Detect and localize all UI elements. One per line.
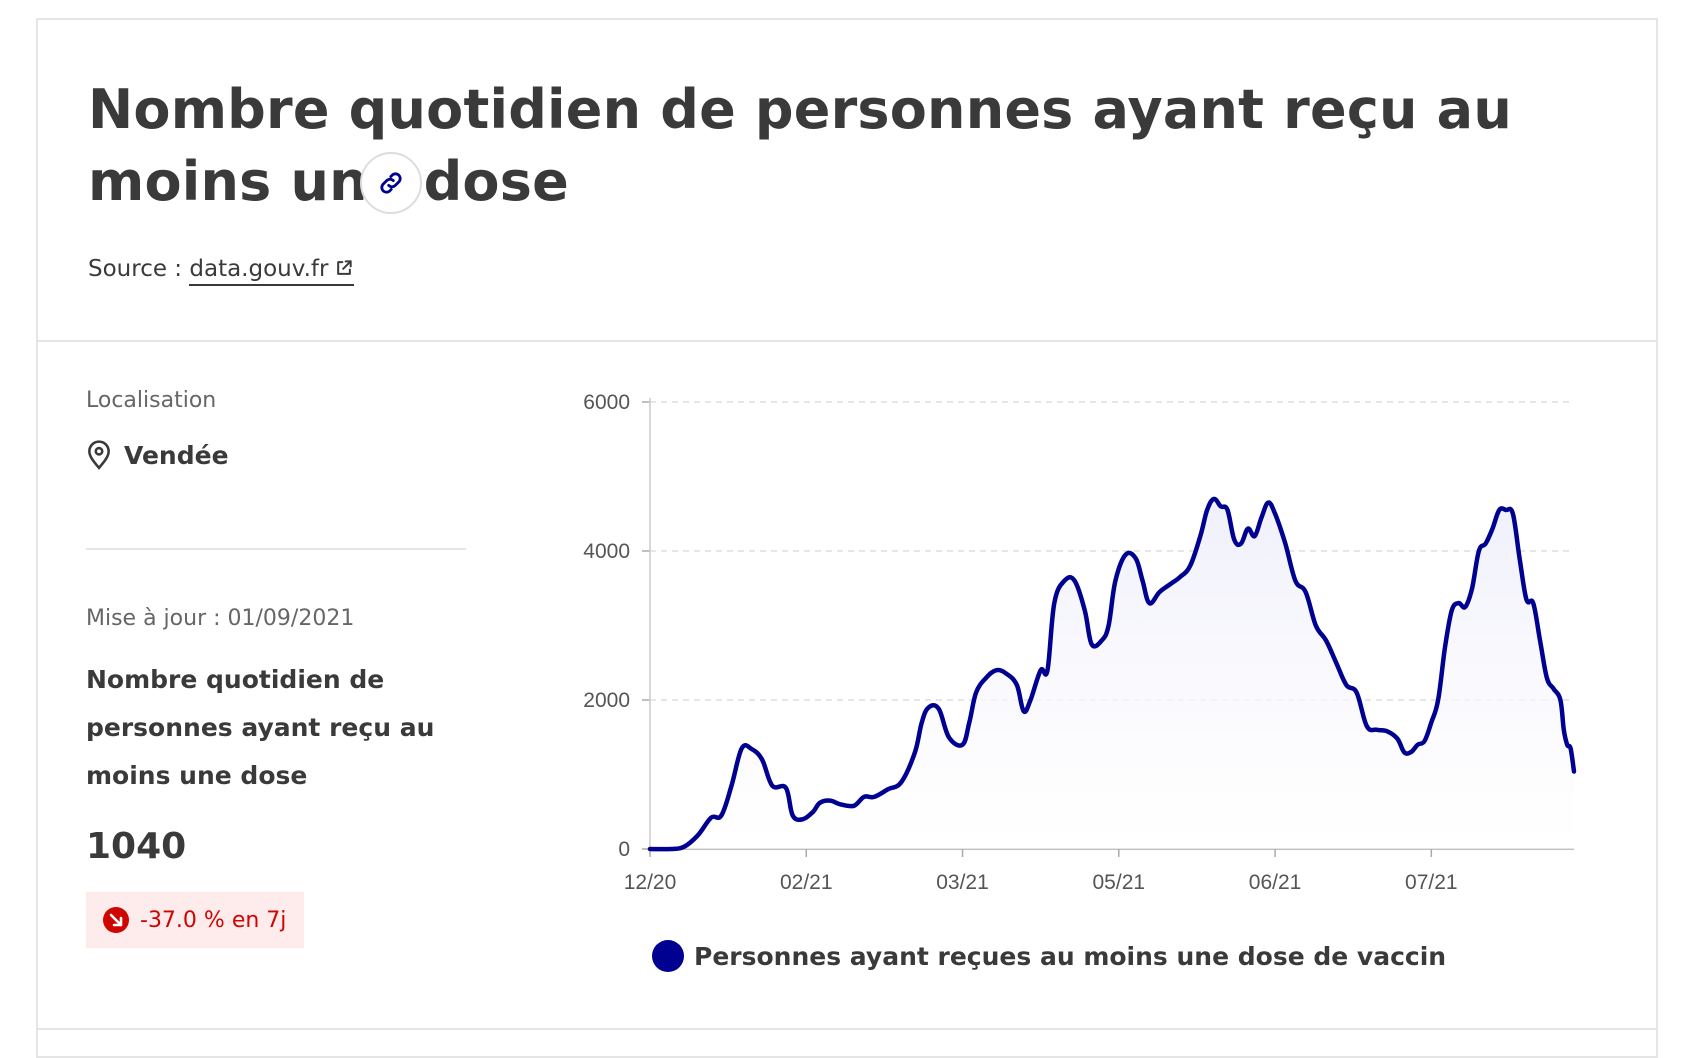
link-icon bbox=[380, 172, 402, 194]
x-tick-label: 05/21 bbox=[1093, 871, 1146, 894]
x-tick-label: 06/21 bbox=[1249, 871, 1302, 894]
series-layer bbox=[647, 496, 1577, 852]
x-tick-label: 07/21 bbox=[1405, 871, 1458, 894]
copy-link-button[interactable] bbox=[360, 152, 422, 214]
series-area bbox=[650, 498, 1574, 850]
trend-badge: -37.0 % en 7j bbox=[86, 892, 305, 948]
tick-labels: 0 2000 4000 6000 12/20 02/21 03/21 05/21 06/21 07… bbox=[583, 391, 1457, 894]
location-label: Localisation bbox=[86, 388, 217, 413]
bottom-divider bbox=[36, 1028, 1658, 1030]
card-header: Nombre quotidien de personnes ayant reçu… bbox=[38, 20, 1656, 342]
y-tick-label: 0 bbox=[618, 838, 630, 861]
location-value: Vendée bbox=[124, 440, 229, 470]
divider bbox=[86, 548, 466, 550]
legend-label: Personnes ayant reçues au moins une dose… bbox=[694, 941, 1447, 971]
page-title: Nombre quotidien de personnes ayant reçu… bbox=[88, 78, 1512, 213]
x-tick-label: 12/20 bbox=[624, 871, 677, 894]
location-selector[interactable]: Vendée bbox=[86, 440, 229, 470]
source-line: Source : data.gouv.fr bbox=[88, 256, 355, 286]
x-tick-label: 03/21 bbox=[936, 871, 989, 894]
source-prefix: Source : bbox=[88, 256, 190, 282]
update-date: Mise à jour : 01/09/2021 bbox=[86, 606, 355, 631]
chart-card: Nombre quotidien de personnes ayant reçu… bbox=[36, 18, 1658, 1058]
external-link-icon bbox=[337, 260, 353, 275]
series-line bbox=[647, 496, 1577, 852]
x-tick-label: 02/21 bbox=[780, 871, 833, 894]
source-link[interactable]: data.gouv.fr bbox=[189, 256, 355, 286]
legend-swatch bbox=[652, 940, 684, 972]
y-tick-label: 6000 bbox=[583, 391, 630, 414]
y-tick-label: 4000 bbox=[583, 540, 630, 563]
trend-text: -37.0 % en 7j bbox=[140, 907, 287, 933]
arrow-down-right-icon bbox=[103, 907, 129, 933]
kpi-value: 1040 bbox=[86, 826, 187, 867]
legend[interactable]: Personnes ayant reçues au moins une dose… bbox=[652, 940, 1446, 972]
map-pin-icon bbox=[88, 440, 110, 470]
y-tick-label: 2000 bbox=[583, 689, 630, 712]
kpi-title: Nombre quotidien de personnes ayant reçu… bbox=[86, 665, 435, 790]
vaccination-chart: 0 2000 4000 6000 12/20 02/21 03/21 05/21 06/21 07… bbox=[583, 391, 1577, 894]
source-link-text: data.gouv.fr bbox=[189, 256, 329, 282]
